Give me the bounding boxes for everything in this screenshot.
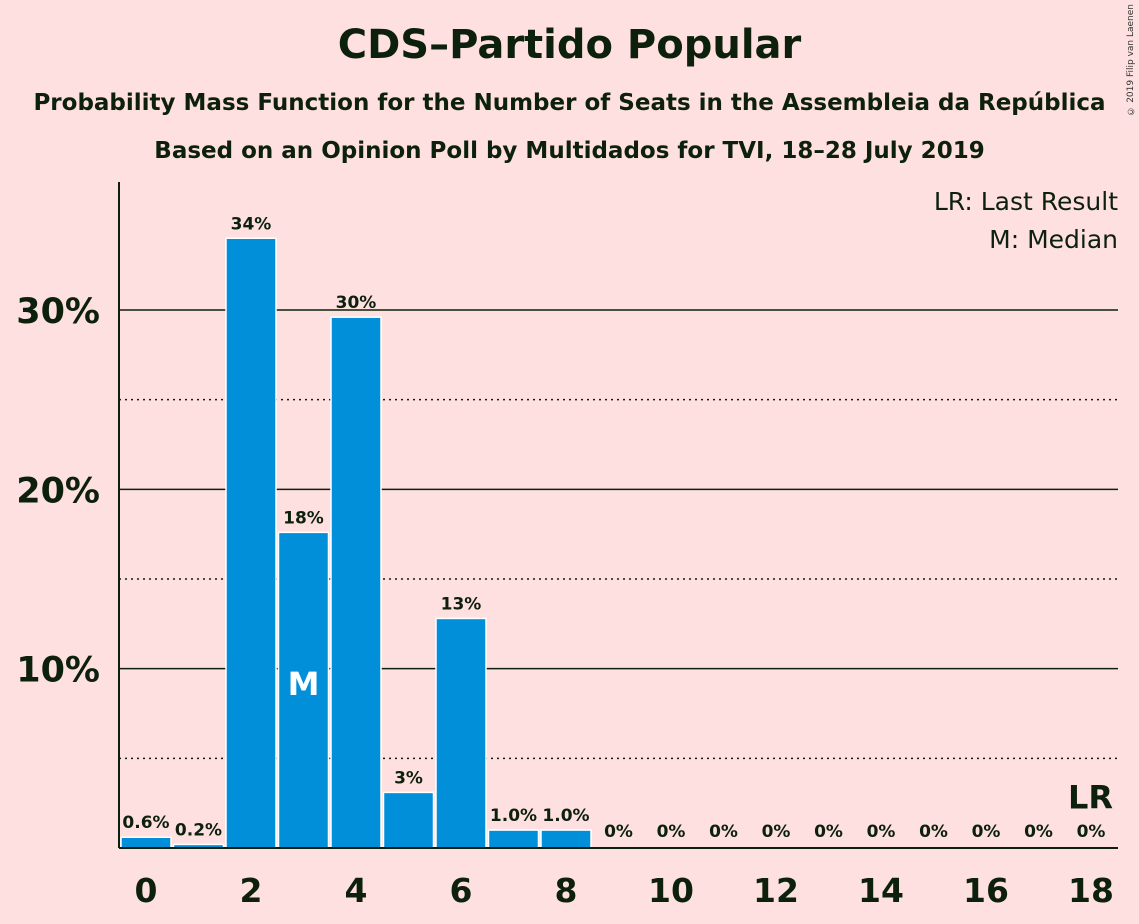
chart-subtitle-poll: Based on an Opinion Poll by Multidados f… bbox=[154, 138, 985, 164]
x-tick-label: 4 bbox=[345, 871, 368, 910]
data-label: 0% bbox=[1024, 822, 1053, 842]
last-result-marker: LR bbox=[1068, 779, 1113, 817]
bar-seat-2 bbox=[225, 237, 277, 849]
x-tick-label: 8 bbox=[555, 871, 578, 910]
bar-seat-6 bbox=[435, 617, 487, 849]
bar-seat-4 bbox=[330, 316, 382, 849]
data-label: 18% bbox=[283, 508, 324, 528]
x-tick-label: 0 bbox=[135, 871, 158, 910]
bar-seat-5 bbox=[382, 791, 435, 849]
data-label: 0% bbox=[919, 822, 948, 842]
bar-seat-8 bbox=[540, 829, 592, 849]
data-label: 0% bbox=[657, 822, 686, 842]
bar-seat-0 bbox=[120, 836, 172, 849]
legend-entry: LR: Last Result bbox=[934, 187, 1118, 216]
x-tick-label: 12 bbox=[753, 871, 799, 910]
data-label: 0% bbox=[814, 822, 843, 842]
median-marker: M bbox=[288, 665, 320, 703]
y-tick-label: 30% bbox=[16, 292, 100, 332]
data-label: 0% bbox=[972, 822, 1001, 842]
data-label: 30% bbox=[336, 293, 377, 313]
y-tick-label: 20% bbox=[16, 471, 100, 511]
x-tick-label: 10 bbox=[648, 871, 694, 910]
data-label: 3% bbox=[394, 768, 423, 788]
bar-seat-7 bbox=[487, 829, 540, 849]
data-label: 0% bbox=[1077, 822, 1106, 842]
x-tick-label: 2 bbox=[240, 871, 263, 910]
data-label: 0.6% bbox=[122, 813, 169, 833]
x-tick-label: 14 bbox=[858, 871, 904, 910]
y-tick-label: 10% bbox=[16, 651, 100, 691]
data-label: 0% bbox=[709, 822, 738, 842]
x-tick-label: 16 bbox=[963, 871, 1009, 910]
data-label: 1.0% bbox=[542, 806, 589, 826]
x-tick-label: 6 bbox=[450, 871, 473, 910]
data-label: 1.0% bbox=[490, 806, 537, 826]
data-label: 34% bbox=[231, 214, 272, 234]
bar-seat-3 bbox=[277, 531, 330, 849]
data-label: 0% bbox=[762, 822, 791, 842]
legend-entry: M: Median bbox=[989, 225, 1118, 254]
data-label: 13% bbox=[441, 594, 482, 614]
x-tick-label: 18 bbox=[1068, 871, 1114, 910]
data-label: 0% bbox=[867, 822, 896, 842]
data-label: 0.2% bbox=[175, 820, 222, 840]
data-label: 0% bbox=[604, 822, 633, 842]
chart-subtitle: Probability Mass Function for the Number… bbox=[33, 90, 1106, 116]
chart-title: CDS–Partido Popular bbox=[337, 22, 802, 68]
